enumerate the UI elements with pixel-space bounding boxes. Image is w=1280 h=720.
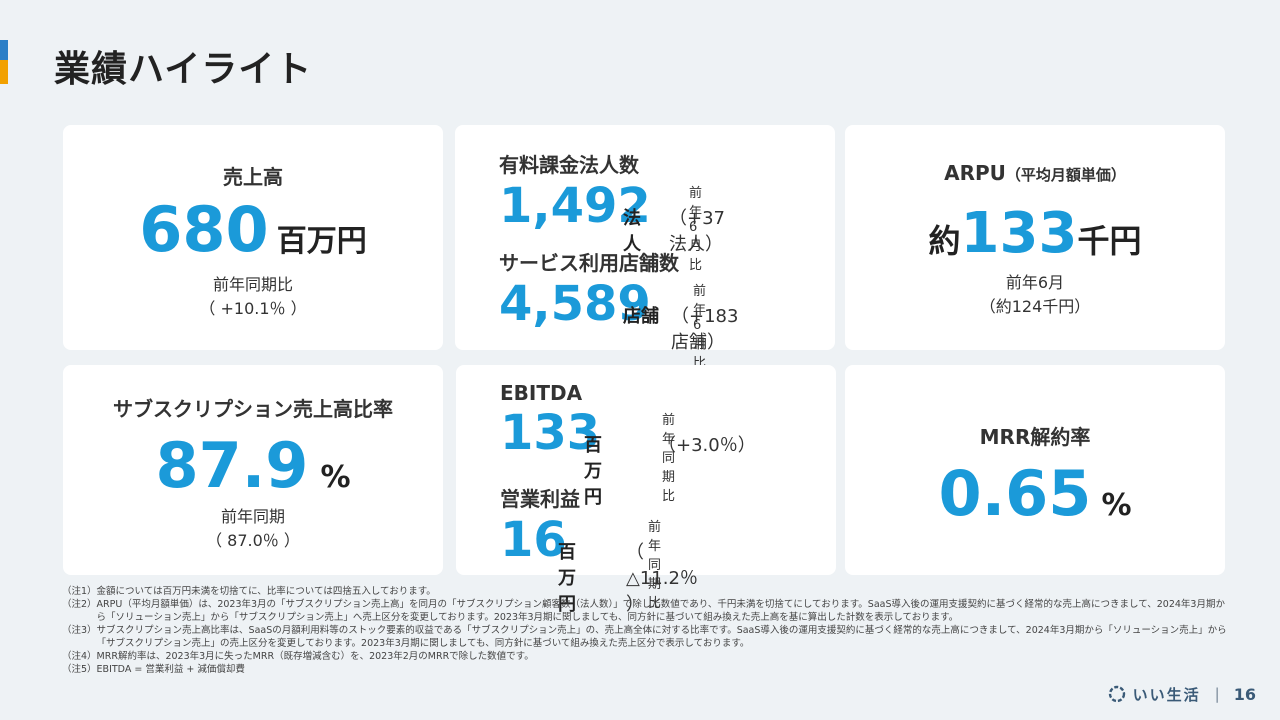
operating-profit-metric: 営業利益 16 百万円 前年同期比 （ △11.2％ ） <box>500 483 698 615</box>
subscription-ratio-value: 87.9 <box>155 429 309 502</box>
arpu-label: ARPU <box>944 161 1006 185</box>
revenue-compare-label: 前年同期比 <box>212 275 293 294</box>
operating-profit-compare-label: 前年同期比 <box>648 520 662 611</box>
stores-unit: 店舗 <box>623 306 659 327</box>
mrr-churn-unit: % <box>1101 488 1132 523</box>
subscription-ratio-compare-label: 前年同期 <box>220 507 285 526</box>
arpu-label-sub: （平均月額単価） <box>1005 166 1126 184</box>
arpu-compare-label: 前年6月 <box>1005 273 1065 292</box>
arpu-value: 133 <box>960 201 1078 266</box>
mrr-churn-card: MRR解約率 0.65% <box>845 365 1225 575</box>
arpu-card: ARPU（平均月額単価） 約133千円 前年6月 （約124千円） <box>845 125 1225 350</box>
arpu-compare-value: （約124千円） <box>979 297 1091 316</box>
mrr-churn-value-row: 0.65% <box>845 457 1225 530</box>
paid-corporations-metric: 有料課金法人数 1,492 法人 前年6月比 （+37法人） <box>499 149 725 273</box>
subscription-ratio-label: サブスクリプション売上高比率 <box>113 397 393 421</box>
paid-corporations-unit: 法人 <box>623 208 641 255</box>
stores-value: 4,589 <box>499 276 651 332</box>
subscription-ratio-card: サブスクリプション売上高比率 87.9% 前年同期 （ 87.0％ ） <box>63 365 443 575</box>
operating-profit-unit: 百万円 <box>558 542 576 615</box>
customers-card: 有料課金法人数 1,492 法人 前年6月比 （+37法人） サービス利用店舗数… <box>455 125 835 371</box>
paid-corporations-value: 1,492 <box>499 178 651 234</box>
ebitda-metric: EBITDA 133 百万円 前年同期比 （+3.0％） <box>500 381 756 508</box>
page-title: 業績ハイライト <box>54 49 313 90</box>
stores-compare-value: （+183店舗） <box>671 306 739 353</box>
footnotes: （注1） 金額については百万円未満を切捨てに、比率については四捨五入しております。… <box>62 585 1232 676</box>
revenue-value: 680 <box>139 193 269 266</box>
ebitda-unit: 百万円 <box>584 435 602 508</box>
subscription-ratio-compare-value: （ 87.0％ ） <box>206 531 300 550</box>
company-logo-icon <box>1108 685 1125 703</box>
company-logo-text: いい生活 <box>1132 685 1201 704</box>
footnote-4: （注4） MRR解約率は、2023年3月に失ったMRR（既存増減含む）を、2023… <box>62 651 534 662</box>
ebitda-label: EBITDA <box>500 381 583 405</box>
ebitda-compare-label: 前年同期比 <box>662 413 676 504</box>
footer-separator: | <box>1214 685 1220 703</box>
revenue-unit: 百万円 <box>276 224 367 259</box>
operating-profit-value: 16 <box>500 512 567 568</box>
mrr-churn-value: 0.65 <box>938 457 1092 530</box>
page-number: 16 <box>1233 684 1256 704</box>
footnote-5: （注5） EBITDA = 営業利益 + 減価償却費 <box>62 664 245 675</box>
revenue-value-row: 680 百万円 <box>63 193 443 266</box>
paid-corporations-label: 有料課金法人数 <box>499 153 639 177</box>
stores-metric: サービス利用店舗数 4,589 店舗 前年6月比 （+183店舗） <box>499 247 738 371</box>
footnote-1: （注1） 金額については百万円未満を切捨てに、比率については四捨五入しております。 <box>62 586 436 597</box>
footnote-3: （注3） サブスクリプション売上高比率は、SaaSの月額利用料等のストック要素的収… <box>62 625 1227 649</box>
footer: いい生活 | 16 <box>1107 683 1256 705</box>
subscription-ratio-value-row: 87.9% <box>63 429 443 502</box>
mrr-churn-label: MRR解約率 <box>979 425 1091 449</box>
paid-corporations-compare-label: 前年6月比 <box>689 186 703 273</box>
paid-corporations-compare-value: （+37法人） <box>669 208 725 255</box>
arpu-value-row: 約133千円 <box>845 201 1225 266</box>
arpu-unit: 千円 <box>1077 222 1142 260</box>
ebitda-value: 133 <box>500 405 601 461</box>
arpu-label-row: ARPU（平均月額単価） <box>845 161 1225 185</box>
ebitda-compare-value: （+3.0％） <box>658 435 756 456</box>
stores-label: サービス利用店舗数 <box>499 251 679 275</box>
arpu-prefix: 約 <box>928 222 961 260</box>
profit-card: EBITDA 133 百万円 前年同期比 （+3.0％） 営業利益 16 百万円… <box>456 365 836 615</box>
revenue-card: 売上高 680 百万円 前年同期比 （ +10.1％ ） <box>63 125 443 350</box>
revenue-compare-value: （ +10.1％ ） <box>199 299 307 318</box>
subscription-ratio-unit: % <box>320 460 351 495</box>
revenue-label: 売上高 <box>223 165 283 189</box>
operating-profit-label: 営業利益 <box>500 487 580 511</box>
operating-profit-compare-value: （ △11.2％ ） <box>626 542 698 615</box>
title-accent-bar <box>0 40 8 84</box>
footnote-2: （注2） ARPU（平均月額単価）は、2023年3月の「サブスクリプション売上高」… <box>62 599 1225 623</box>
